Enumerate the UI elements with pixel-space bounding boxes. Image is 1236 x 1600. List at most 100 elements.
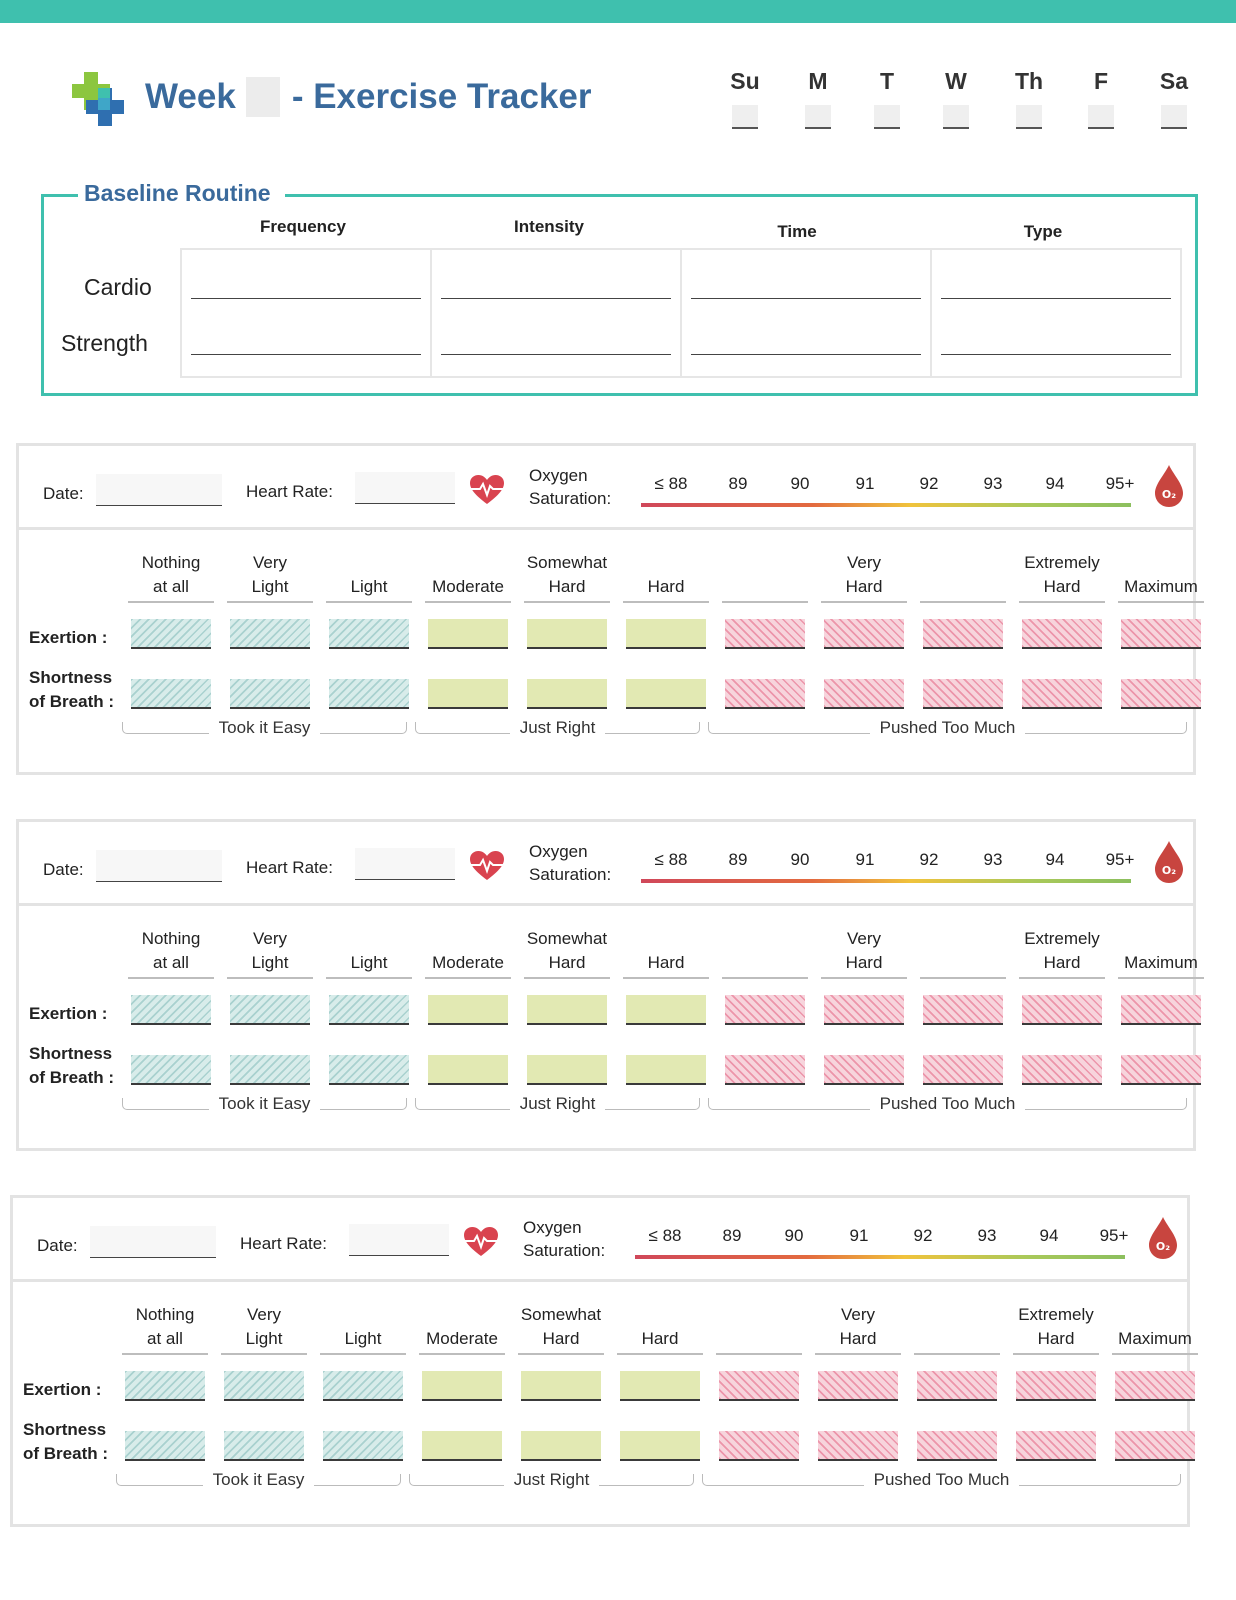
oxygen-value-option[interactable]: 90	[784, 1226, 804, 1245]
oxygen-value-option[interactable]: ≤ 88	[654, 474, 688, 493]
exertion-rating-cell[interactable]	[527, 995, 607, 1025]
exertion-rating-cell[interactable]	[923, 995, 1003, 1025]
oxygen-value-option[interactable]: 92	[919, 850, 939, 869]
breath-rating-cell[interactable]	[521, 1431, 601, 1461]
exertion-rating-cell[interactable]	[719, 1371, 799, 1401]
breath-rating-cell[interactable]	[1121, 679, 1201, 709]
exertion-rating-cell[interactable]	[422, 1371, 502, 1401]
breath-rating-cell[interactable]	[1121, 1055, 1201, 1085]
oxygen-value-option[interactable]: 89	[728, 850, 748, 869]
heart-rate-input[interactable]	[349, 1224, 449, 1256]
week-number-field[interactable]	[245, 77, 280, 117]
oxygen-value-option[interactable]: 91	[855, 474, 875, 493]
day-checkbox[interactable]	[1161, 105, 1187, 129]
oxygen-value-option[interactable]: ≤ 88	[654, 850, 688, 869]
oxygen-value-option[interactable]: 95+	[1105, 474, 1135, 493]
cardio-intensity-input[interactable]	[441, 298, 671, 299]
breath-rating-cell[interactable]	[131, 679, 211, 709]
exertion-rating-cell[interactable]	[824, 995, 904, 1025]
oxygen-value-option[interactable]: 89	[728, 474, 748, 493]
exertion-rating-cell[interactable]	[329, 995, 409, 1025]
exertion-rating-cell[interactable]	[131, 619, 211, 649]
breath-rating-cell[interactable]	[824, 679, 904, 709]
strength-intensity-input[interactable]	[441, 354, 671, 355]
breath-rating-cell[interactable]	[230, 679, 310, 709]
exertion-rating-cell[interactable]	[626, 619, 706, 649]
oxygen-value-option[interactable]: 94	[1045, 474, 1065, 493]
heart-rate-input[interactable]	[355, 472, 455, 504]
exertion-rating-cell[interactable]	[428, 995, 508, 1025]
breath-rating-cell[interactable]	[323, 1431, 403, 1461]
breath-rating-cell[interactable]	[923, 679, 1003, 709]
exertion-rating-cell[interactable]	[725, 995, 805, 1025]
breath-rating-cell[interactable]	[527, 1055, 607, 1085]
breath-rating-cell[interactable]	[1022, 679, 1102, 709]
strength-time-input[interactable]	[691, 354, 921, 355]
day-checkbox[interactable]	[1016, 105, 1042, 129]
breath-rating-cell[interactable]	[917, 1431, 997, 1461]
exertion-rating-cell[interactable]	[224, 1371, 304, 1401]
oxygen-value-option[interactable]: 94	[1045, 850, 1065, 869]
breath-rating-cell[interactable]	[725, 1055, 805, 1085]
breath-rating-cell[interactable]	[923, 1055, 1003, 1085]
oxygen-value-option[interactable]: 91	[855, 850, 875, 869]
exertion-rating-cell[interactable]	[1115, 1371, 1195, 1401]
exertion-rating-cell[interactable]	[824, 619, 904, 649]
breath-rating-cell[interactable]	[527, 679, 607, 709]
exertion-rating-cell[interactable]	[923, 619, 1003, 649]
exertion-rating-cell[interactable]	[1121, 995, 1201, 1025]
strength-frequency-input[interactable]	[191, 354, 421, 355]
oxygen-value-option[interactable]: 90	[790, 850, 810, 869]
cardio-frequency-input[interactable]	[191, 298, 421, 299]
breath-rating-cell[interactable]	[725, 679, 805, 709]
exertion-rating-cell[interactable]	[230, 995, 310, 1025]
day-checkbox[interactable]	[874, 105, 900, 129]
breath-rating-cell[interactable]	[329, 1055, 409, 1085]
oxygen-value-option[interactable]: 91	[849, 1226, 869, 1245]
day-checkbox[interactable]	[805, 105, 831, 129]
exertion-rating-cell[interactable]	[428, 619, 508, 649]
exertion-rating-cell[interactable]	[1022, 619, 1102, 649]
breath-rating-cell[interactable]	[719, 1431, 799, 1461]
breath-rating-cell[interactable]	[1016, 1431, 1096, 1461]
exertion-rating-cell[interactable]	[1022, 995, 1102, 1025]
breath-rating-cell[interactable]	[230, 1055, 310, 1085]
exertion-rating-cell[interactable]	[818, 1371, 898, 1401]
cardio-type-input[interactable]	[941, 298, 1171, 299]
exertion-rating-cell[interactable]	[626, 995, 706, 1025]
breath-rating-cell[interactable]	[620, 1431, 700, 1461]
exertion-rating-cell[interactable]	[131, 995, 211, 1025]
exertion-rating-cell[interactable]	[125, 1371, 205, 1401]
breath-rating-cell[interactable]	[824, 1055, 904, 1085]
oxygen-value-option[interactable]: 93	[983, 850, 1003, 869]
breath-rating-cell[interactable]	[626, 679, 706, 709]
exertion-rating-cell[interactable]	[521, 1371, 601, 1401]
date-input[interactable]	[96, 474, 222, 506]
oxygen-value-option[interactable]: 89	[722, 1226, 742, 1245]
strength-type-input[interactable]	[941, 354, 1171, 355]
breath-rating-cell[interactable]	[428, 679, 508, 709]
exertion-rating-cell[interactable]	[1121, 619, 1201, 649]
breath-rating-cell[interactable]	[1022, 1055, 1102, 1085]
day-checkbox[interactable]	[732, 105, 758, 129]
exertion-rating-cell[interactable]	[725, 619, 805, 649]
exertion-rating-cell[interactable]	[230, 619, 310, 649]
breath-rating-cell[interactable]	[125, 1431, 205, 1461]
breath-rating-cell[interactable]	[1115, 1431, 1195, 1461]
oxygen-value-option[interactable]: 93	[983, 474, 1003, 493]
date-input[interactable]	[90, 1226, 216, 1258]
breath-rating-cell[interactable]	[428, 1055, 508, 1085]
oxygen-value-option[interactable]: 92	[913, 1226, 933, 1245]
breath-rating-cell[interactable]	[422, 1431, 502, 1461]
breath-rating-cell[interactable]	[131, 1055, 211, 1085]
oxygen-value-option[interactable]: 92	[919, 474, 939, 493]
breath-rating-cell[interactable]	[626, 1055, 706, 1085]
exertion-rating-cell[interactable]	[917, 1371, 997, 1401]
oxygen-value-option[interactable]: 90	[790, 474, 810, 493]
exertion-rating-cell[interactable]	[329, 619, 409, 649]
cardio-time-input[interactable]	[691, 298, 921, 299]
oxygen-value-option[interactable]: 95+	[1105, 850, 1135, 869]
date-input[interactable]	[96, 850, 222, 882]
oxygen-value-option[interactable]: ≤ 88	[648, 1226, 682, 1245]
exertion-rating-cell[interactable]	[323, 1371, 403, 1401]
